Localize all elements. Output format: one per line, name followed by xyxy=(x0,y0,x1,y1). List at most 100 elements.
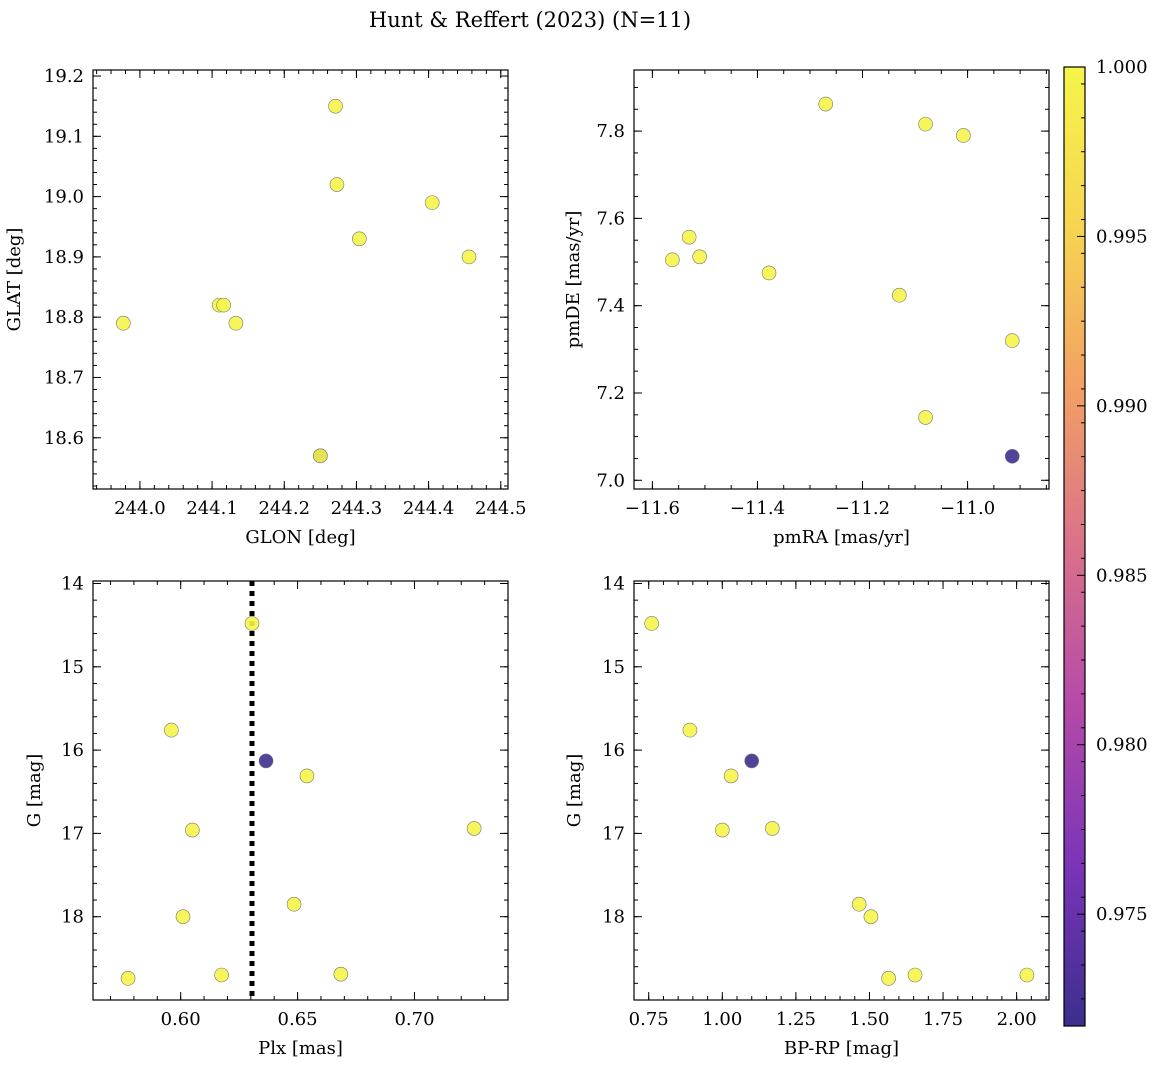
scatter-point xyxy=(329,177,345,192)
y-tick-label: 15 xyxy=(602,657,625,678)
y-tick-label: 18 xyxy=(602,907,625,928)
x-tick-label: 1.75 xyxy=(923,1009,963,1030)
scatter-point xyxy=(818,96,834,112)
scatter-point xyxy=(328,98,343,114)
x-axis-label: pmRA [mas/yr] xyxy=(773,527,910,548)
x-tick-label: 2.00 xyxy=(997,1009,1037,1030)
scatter-point xyxy=(863,909,879,924)
panel-bprp-g: 0.75 1.00 1.25 1.50 1.75 2.00 14 15 16 17 18 BP-RP … xyxy=(564,573,1050,1059)
y-tick-label: 19.1 xyxy=(44,126,84,147)
scatter-point xyxy=(644,616,659,631)
scatter-point xyxy=(891,287,907,303)
x-tick-label: 244.1 xyxy=(186,498,238,519)
x-tick-label: 244.4 xyxy=(403,498,455,519)
y-tick-label: 18 xyxy=(61,907,84,928)
scatter-point xyxy=(116,315,131,331)
scatter-point xyxy=(352,231,367,247)
y-tick-label: 7.0 xyxy=(596,470,625,491)
y-tick-label: 18.6 xyxy=(44,428,84,449)
y-axis-label: G [mag] xyxy=(564,754,585,827)
x-axis-label: GLON [deg] xyxy=(245,527,355,548)
x-tick-label: 244.2 xyxy=(258,498,310,519)
scatter-point xyxy=(228,315,244,331)
scatter-point xyxy=(918,410,933,425)
panel-pmra-pmde: −11.6 −11.4 −11.2 −11.0 7.0 7.2 7.4 7.6 7.8 pmRA … xyxy=(563,69,1050,548)
panel-glon-glat: 244.0 244.1 244.2 244.3 244.4 244.5 18.6 18.7 18… xyxy=(4,66,527,548)
scatter-point xyxy=(216,297,231,313)
x-tick-label: −11.6 xyxy=(625,498,680,519)
y-tick-label: 17 xyxy=(61,823,84,844)
scatter-point xyxy=(313,448,328,464)
x-tick-label: 1.25 xyxy=(776,1009,816,1030)
y-tick-label: 16 xyxy=(602,740,625,761)
x-tick-label: 1.50 xyxy=(849,1009,889,1030)
colorbar-tick-label: 0.980 xyxy=(1096,735,1148,756)
y-axis-label: G [mag] xyxy=(24,754,45,827)
scatter-point xyxy=(120,971,136,986)
scatter-point xyxy=(682,722,698,738)
scatter-point xyxy=(185,822,200,838)
scatter-point xyxy=(723,768,739,784)
scatter-point xyxy=(461,249,477,265)
colorbar: 0.975 0.980 0.985 0.990 0.995 1.000 xyxy=(1063,57,1148,1027)
x-tick-label: 244.5 xyxy=(475,498,527,519)
scatter-point xyxy=(1004,333,1020,348)
x-tick-label: 0.60 xyxy=(161,1009,201,1030)
y-tick-label: 7.6 xyxy=(596,208,625,229)
axes-frame xyxy=(633,69,1050,490)
panel-plx-g: 0.60 0.65 0.70 14 15 16 17 18 Plx [mas] G [mag] xyxy=(24,573,509,1059)
x-tick-label: 0.65 xyxy=(278,1009,318,1030)
colorbar-tick-label: 0.990 xyxy=(1096,396,1148,417)
y-axis-label: pmDE [mas/yr] xyxy=(563,211,584,349)
x-tick-label: −11.2 xyxy=(835,498,890,519)
scatter-point xyxy=(744,753,760,769)
y-tick-label: 18.7 xyxy=(44,367,84,388)
scatter-point xyxy=(665,252,680,268)
scatter-point xyxy=(164,722,179,738)
x-tick-label: 244.0 xyxy=(114,498,166,519)
scatter-point xyxy=(881,971,896,986)
y-tick-label: 7.2 xyxy=(596,383,625,404)
y-tick-label: 15 xyxy=(61,657,84,678)
scatter-point xyxy=(214,967,229,983)
colorbar-tick-label: 0.995 xyxy=(1096,226,1148,247)
y-tick-label: 7.8 xyxy=(596,121,625,142)
y-tick-label: 18.8 xyxy=(44,307,84,328)
axes-frame xyxy=(92,580,509,1001)
x-tick-label: 1.00 xyxy=(702,1009,742,1030)
y-tick-label: 14 xyxy=(602,573,625,594)
y-tick-label: 7.4 xyxy=(596,296,625,317)
scatter-point xyxy=(466,821,482,836)
scatter-point xyxy=(692,249,707,265)
scatter-point xyxy=(424,195,440,210)
scatter-point xyxy=(333,966,349,982)
scatter-point xyxy=(956,128,971,143)
y-tick-label: 19.0 xyxy=(44,187,84,208)
colorbar-tick-label: 1.000 xyxy=(1096,57,1148,78)
x-axis-label: Plx [mas] xyxy=(258,1038,343,1059)
x-tick-label: −11.4 xyxy=(730,498,785,519)
scatter-point xyxy=(714,822,730,838)
scatter-point xyxy=(175,909,191,924)
scatter-point xyxy=(258,753,274,769)
x-tick-label: 244.3 xyxy=(331,498,383,519)
scatter-point xyxy=(299,768,315,784)
colorbar-frame xyxy=(1063,66,1086,1027)
y-tick-label: 17 xyxy=(602,823,625,844)
scatter-point xyxy=(1019,967,1035,983)
scatter-point xyxy=(765,821,780,836)
figure-title: Hunt & Reffert (2023) (N=11) xyxy=(369,8,691,32)
scatter-point xyxy=(244,616,260,631)
y-tick-label: 19.2 xyxy=(44,66,84,87)
scatter-point xyxy=(907,967,923,983)
scatter-point xyxy=(1004,448,1020,464)
axes-frame xyxy=(92,69,509,490)
axes-frame xyxy=(633,580,1050,1001)
y-tick-label: 18.9 xyxy=(44,247,84,268)
colorbar-tick-label: 0.975 xyxy=(1096,904,1148,925)
y-tick-label: 14 xyxy=(61,573,84,594)
colorbar-tick-label: 0.985 xyxy=(1096,565,1148,586)
scatter-point xyxy=(761,265,777,281)
scatter-point xyxy=(851,896,867,912)
